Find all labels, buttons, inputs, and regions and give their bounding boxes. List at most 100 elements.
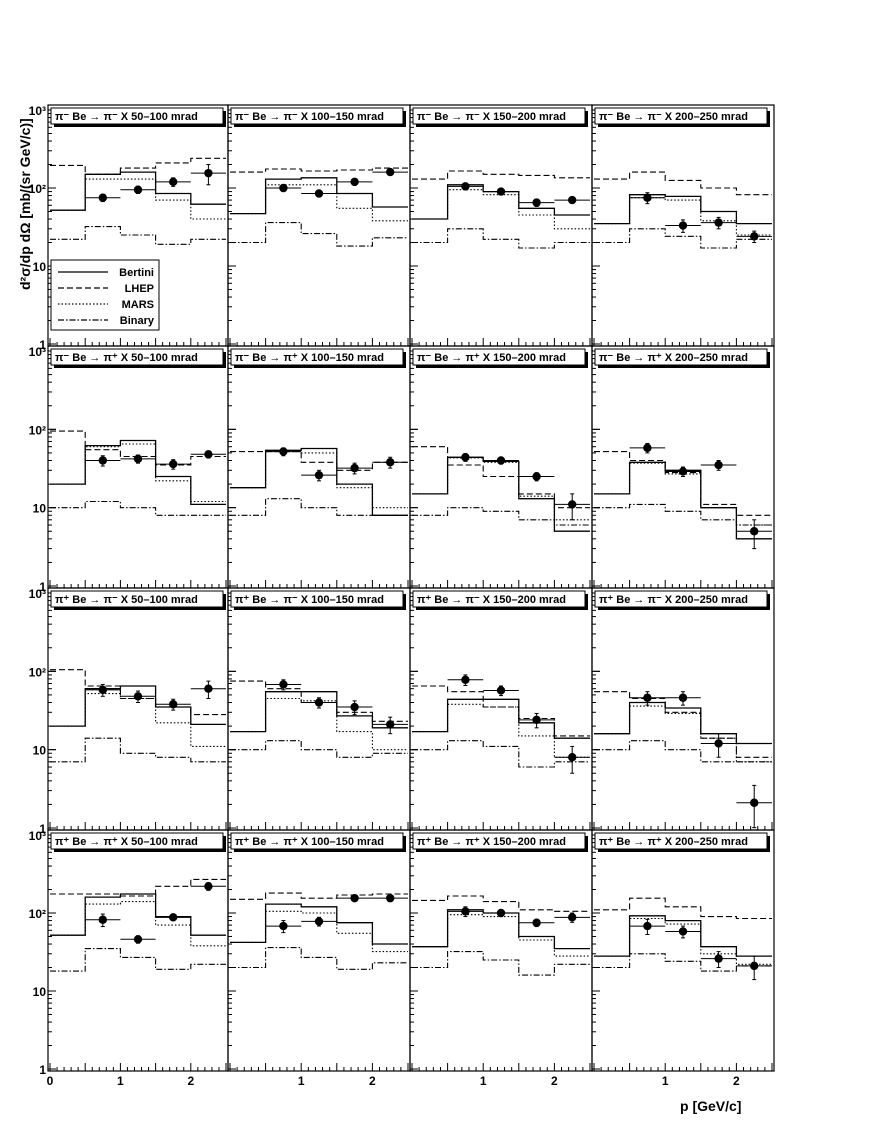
legend-label: LHEP [125,283,154,295]
panel-frame [409,587,593,831]
legend-label: Bertini [119,267,154,279]
data-point [314,698,324,707]
data-point [204,882,213,891]
panel-5: π⁻ Be → π⁺ X 50–100 mrad [47,345,229,589]
hist-binary [230,740,408,758]
title-box [594,832,768,850]
hist-binary [594,953,772,972]
data-point [279,921,288,931]
data-point [386,893,395,903]
panel-9: π⁺ Be → π⁻ X 50–100 mrad [47,587,229,831]
hist-lhep [50,669,226,716]
title-box [50,832,224,850]
hist-bertini [594,915,772,957]
data-point [461,453,470,462]
data-point [386,167,395,177]
data-point [386,458,395,467]
hist-lhep [594,171,772,196]
title-box [594,590,768,608]
x-tick-label: 2 [369,1074,376,1088]
data-point [461,182,470,191]
panel-14: π⁺ Be → π⁺ X 100–150 mrad [227,829,411,1072]
data-point [350,177,359,187]
data-point [532,198,541,207]
y-tick-label: 10³ [29,104,46,118]
hist-binary [594,740,772,763]
panel-10: π⁺ Be → π⁻ X 100–150 mrad [227,587,411,831]
hist-mars [594,917,772,965]
panel-13: π⁺ Be → π⁺ X 50–100 mrad [47,829,229,1072]
title-box [412,590,586,608]
panel-frame [591,587,775,831]
x-tick-label: 2 [551,1074,558,1088]
hist-lhep [594,451,772,516]
panel-title: π⁺ Be → π⁻ X 150–200 mrad [417,594,566,606]
panel-16: π⁺ Be → π⁺ X 200–250 mrad [591,829,775,1072]
y-tick-label: 10 [33,985,47,999]
data-point [714,739,723,748]
y-tick-label: 10³ [29,829,46,843]
data-point [314,917,324,926]
panel-8: π⁻ Be → π⁺ X 200–250 mrad [591,345,775,589]
y-axis-label: d²σ/dp dΩ [mb/(sr GeV/c)] [17,118,33,290]
panel-3: π⁻ Be → π⁻ X 150–200 mrad [409,104,593,347]
hist-bertini [230,447,408,516]
data-point [678,927,688,936]
data-point [279,183,288,193]
x-tick-label: 1 [298,1074,305,1088]
panel-15: π⁺ Be → π⁺ X 150–200 mrad [409,829,593,1072]
data-point [169,913,178,922]
hist-binary [412,740,590,768]
hist-lhep [594,897,772,920]
title-box [50,590,224,608]
hist-binary [50,500,226,516]
panel-frame [47,587,229,831]
title-box [230,348,404,366]
panel-frame [409,345,593,589]
data-point [714,460,723,470]
data-point [204,684,213,693]
data-point [98,193,108,202]
data-point [678,221,688,230]
data-point [169,459,178,469]
data-point [678,467,688,476]
data-point [532,715,541,725]
data-point [643,193,652,202]
data-point [568,195,577,205]
data-point [133,935,143,944]
panel-title: π⁻ Be → π⁺ X 150–200 mrad [417,352,566,364]
hist-bertini [230,903,408,945]
title-box [230,107,404,125]
hist-lhep [594,691,772,758]
data-point [496,187,506,196]
hist-lhep [230,892,408,900]
y-tick-label: 10³ [29,345,46,359]
x-tick-label: 1 [117,1074,124,1088]
data-point [496,456,506,465]
panel-title: π⁻ Be → π⁻ X 50–100 mrad [55,111,198,123]
panel-title: π⁺ Be → π⁺ X 150–200 mrad [417,836,566,848]
data-point [314,470,324,480]
panel-7: π⁻ Be → π⁺ X 150–200 mrad [409,345,593,589]
panel-title: π⁺ Be → π⁻ X 50–100 mrad [55,594,198,606]
hist-lhep [412,446,590,509]
data-point [643,921,652,931]
hist-mars [50,178,226,220]
data-point [98,915,108,924]
title-box [412,832,586,850]
data-point [279,680,288,689]
title-box [230,832,404,850]
data-point [98,685,108,695]
panel-frame [227,829,411,1072]
title-box [412,107,586,125]
x-tick-label: 1 [480,1074,487,1088]
panel-frame [227,587,411,831]
x-tick-label: 0 [47,1074,54,1088]
panel-4: π⁻ Be → π⁻ X 200–250 mrad [591,104,775,347]
data-point [568,500,577,509]
hist-binary [50,948,226,972]
hist-binary [230,947,408,970]
hist-mars [412,703,590,758]
data-point [532,472,541,481]
data-point [461,907,470,916]
